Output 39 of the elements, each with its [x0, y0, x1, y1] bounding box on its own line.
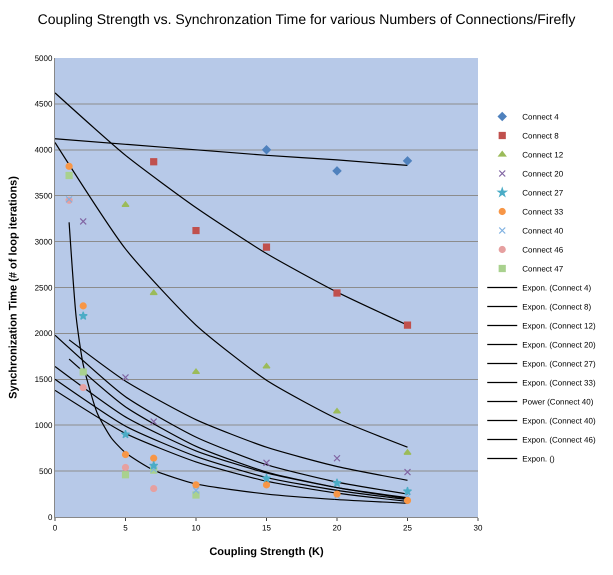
- legend-label: Expon. (): [522, 454, 556, 464]
- x-tick-label: 10: [192, 524, 201, 533]
- y-axis-title: Synchronization Time (# of loop iterations): [7, 176, 20, 399]
- x-tick-label: 15: [262, 524, 272, 533]
- x-tick-label: 20: [332, 524, 342, 533]
- legend-label: Connect 47: [522, 264, 564, 274]
- y-tick-label: 4500: [34, 100, 53, 109]
- y-tick-label: 1500: [34, 375, 53, 384]
- legend-label: Connect 4: [522, 112, 560, 122]
- legend-label: Expon. (Connect 20): [522, 340, 596, 350]
- legend-label: Expon. (Connect 4): [522, 284, 592, 293]
- legend-label: Expon. (Connect 12): [522, 322, 596, 331]
- legend-label: Connect 12: [522, 150, 564, 160]
- y-tick-label: 3500: [34, 192, 53, 200]
- legend-label: Power (Connect 40): [522, 398, 594, 407]
- legend-label: Connect 46: [522, 246, 564, 255]
- legend-label: Connect 20: [522, 170, 564, 179]
- legend-label: Connect 33: [522, 208, 564, 217]
- x-axis-title: Coupling Strength (K): [209, 546, 324, 558]
- y-tick-label: 2000: [34, 329, 53, 338]
- y-tick-label: 2500: [34, 283, 53, 292]
- chart-title: Coupling Strength vs. Synchronzation Time for various Numbers of Connections/Firefly: [38, 11, 576, 28]
- y-tick-label: 3000: [34, 237, 53, 246]
- y-tick-label: 5000: [34, 54, 53, 63]
- x-tick-label: 5: [123, 524, 128, 533]
- legend-label: Expon. (Connect 33): [522, 378, 596, 388]
- y-tick-label: 0: [48, 512, 53, 522]
- legend-label: Expon. (Connect 40): [522, 416, 596, 426]
- x-tick-label: 30: [474, 524, 483, 533]
- legend-label: Expon. (Connect 8): [522, 302, 592, 312]
- y-tick-label: 4000: [34, 146, 53, 155]
- legend-label: Connect 27: [522, 188, 564, 198]
- legend-label: Expon. (Connect 46): [522, 436, 596, 445]
- y-tick-label: 1000: [34, 421, 53, 430]
- x-tick-label: 25: [403, 524, 412, 533]
- legend-label: Connect 8: [522, 132, 560, 141]
- legend-label: Connect 40: [522, 226, 564, 236]
- y-tick-label: 500: [39, 466, 53, 476]
- legend-label: Expon. (Connect 27): [522, 360, 596, 369]
